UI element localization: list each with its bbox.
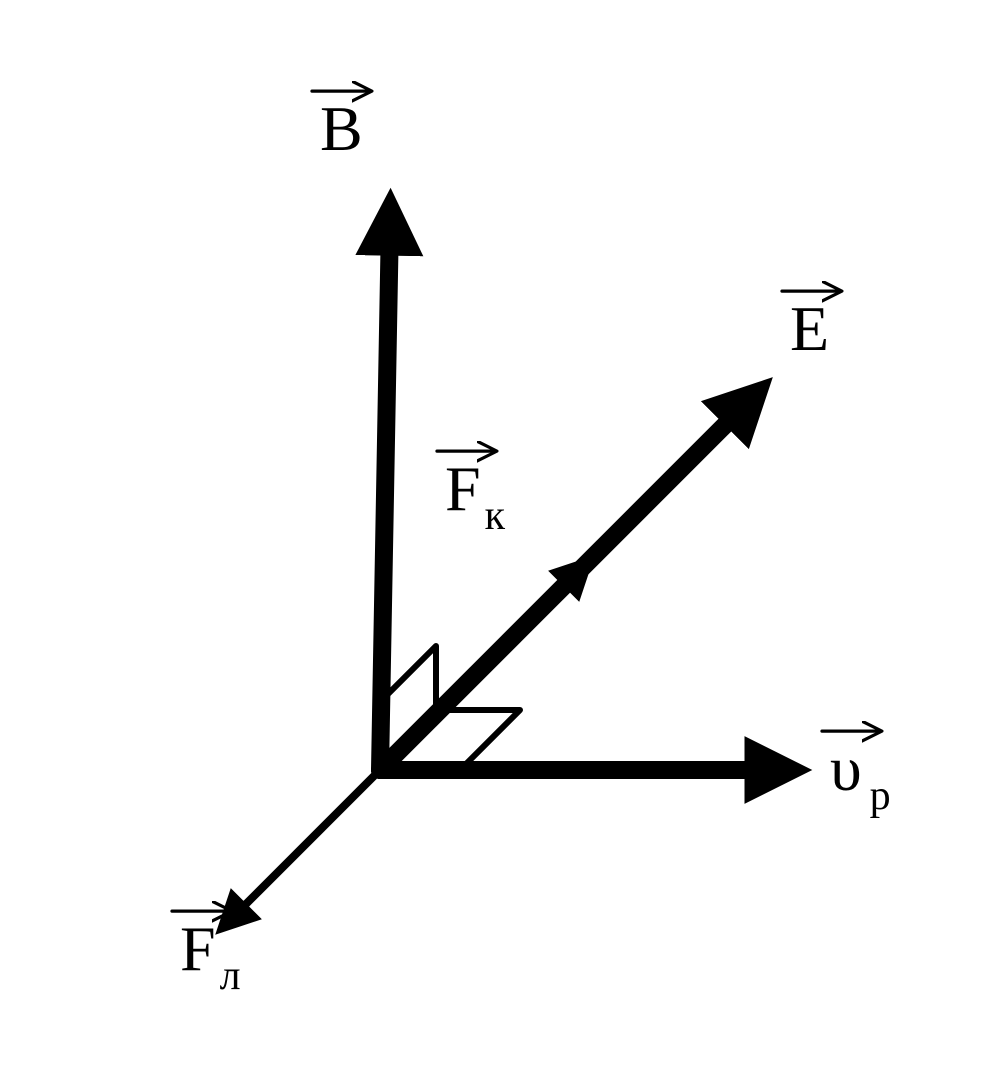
label-Fk-sub: к (485, 493, 506, 539)
label-Fl-main: F (180, 913, 216, 984)
label-Fk: Fк (437, 451, 506, 539)
label-B-main: B (320, 93, 363, 164)
label-E: E (782, 291, 840, 364)
label-Fl: Fл (172, 911, 241, 999)
label-vp: υp (822, 731, 891, 819)
label-vp-sub: p (870, 773, 891, 819)
label-vp-main: υ (830, 733, 862, 804)
vector-diagram: BEυpFкFл (0, 0, 1008, 1080)
label-E-main: E (790, 293, 829, 364)
vector-B (380, 220, 390, 770)
vector-Fl (230, 770, 380, 920)
label-B: B (312, 91, 370, 164)
label-Fl-sub: л (220, 953, 241, 999)
label-Fk-main: F (445, 453, 481, 524)
